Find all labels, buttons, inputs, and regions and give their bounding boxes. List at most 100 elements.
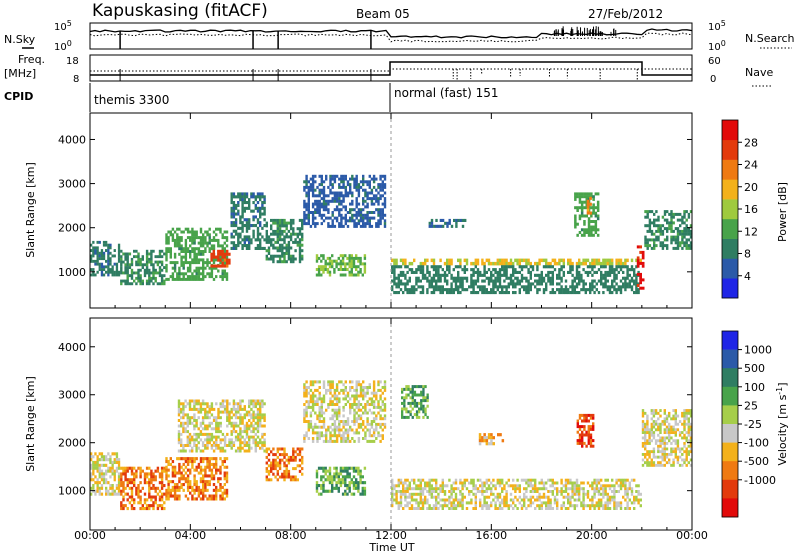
data-cell	[443, 498, 447, 502]
data-cell	[141, 257, 144, 261]
data-cell	[606, 261, 609, 266]
data-cell	[241, 419, 244, 422]
data-cell	[124, 282, 127, 286]
data-cell	[197, 261, 201, 265]
data-cell	[234, 212, 238, 216]
data-cell	[366, 439, 369, 443]
data-cell	[274, 475, 277, 479]
data-cell	[461, 487, 464, 491]
data-cell	[256, 238, 260, 242]
data-cell	[595, 258, 598, 263]
data-cell	[303, 414, 306, 418]
data-cell	[234, 221, 238, 225]
data-cell	[626, 268, 629, 272]
data-cell	[232, 424, 236, 428]
data-cell	[322, 434, 326, 438]
data-cell	[208, 272, 211, 276]
data-cell	[230, 246, 233, 250]
data-cell	[105, 478, 108, 482]
data-cell	[289, 235, 293, 239]
data-cell	[303, 205, 306, 209]
data-cell	[361, 262, 364, 266]
data-cell	[188, 405, 192, 409]
data-cell	[180, 438, 183, 442]
data-cell	[115, 458, 119, 462]
data-cell	[576, 209, 579, 212]
data-cell	[265, 469, 268, 473]
data-cell	[399, 279, 403, 283]
data-cell	[569, 504, 572, 508]
data-cell	[128, 495, 132, 499]
data-cell	[254, 399, 257, 403]
data-cell	[154, 478, 157, 482]
data-cell	[298, 257, 302, 261]
data-cell	[324, 472, 327, 476]
data-cell	[226, 410, 229, 414]
data-cell	[463, 268, 466, 272]
data-cell	[512, 484, 515, 488]
data-cell	[195, 272, 198, 276]
data-cell	[307, 405, 310, 409]
data-cell	[408, 261, 411, 266]
data-cell	[219, 430, 222, 434]
data-cell	[523, 492, 526, 496]
data-cell	[311, 216, 315, 220]
data-cell	[221, 432, 225, 436]
data-cell	[309, 400, 313, 404]
data-cell	[278, 238, 282, 242]
data-cell	[432, 261, 436, 266]
data-cell	[331, 183, 334, 187]
data-cell	[193, 275, 196, 279]
data-cell	[333, 199, 337, 203]
data-cell	[584, 258, 587, 263]
data-cell	[248, 402, 251, 406]
data-cell	[221, 247, 224, 251]
data-cell	[217, 468, 220, 472]
data-cell	[234, 218, 238, 222]
data-cell	[553, 501, 557, 505]
data-cell	[243, 218, 246, 222]
data-cell	[327, 425, 330, 429]
data-cell	[318, 437, 321, 440]
data-cell	[92, 273, 95, 277]
data-cell	[342, 422, 345, 426]
data-cell	[223, 241, 226, 245]
data-cell	[195, 432, 198, 436]
data-cell	[569, 261, 572, 266]
data-cell	[341, 254, 345, 258]
data-cell	[195, 261, 198, 265]
data-cell	[340, 219, 343, 223]
data-cell	[359, 408, 363, 412]
data-cell	[239, 241, 242, 245]
data-cell	[221, 462, 224, 466]
data-cell	[549, 265, 552, 269]
data-cell	[178, 277, 181, 281]
data-cell	[350, 262, 353, 266]
data-cell	[362, 222, 365, 226]
data-cell	[653, 241, 656, 245]
data-cell	[283, 447, 286, 451]
data-cell	[252, 413, 255, 417]
data-cell	[322, 489, 325, 493]
data-cell	[111, 463, 114, 467]
data-cell	[316, 202, 319, 206]
data-cell	[355, 394, 358, 398]
data-cell	[191, 258, 194, 262]
data-cell	[494, 270, 497, 274]
data-cell	[562, 495, 565, 499]
data-cell	[96, 460, 99, 464]
data-cell	[248, 238, 251, 242]
data-cell	[113, 460, 116, 464]
data-cell	[217, 427, 220, 431]
data-cell	[193, 419, 196, 422]
data-cell	[383, 199, 387, 203]
data-cell	[167, 485, 170, 489]
data-cell	[267, 458, 271, 462]
data-cell	[96, 262, 99, 266]
data-cell	[333, 478, 336, 482]
data-cell	[263, 206, 266, 210]
data-cell	[461, 501, 464, 505]
data-cell	[245, 218, 249, 222]
data-cell	[512, 501, 515, 505]
data-cell	[617, 270, 620, 274]
